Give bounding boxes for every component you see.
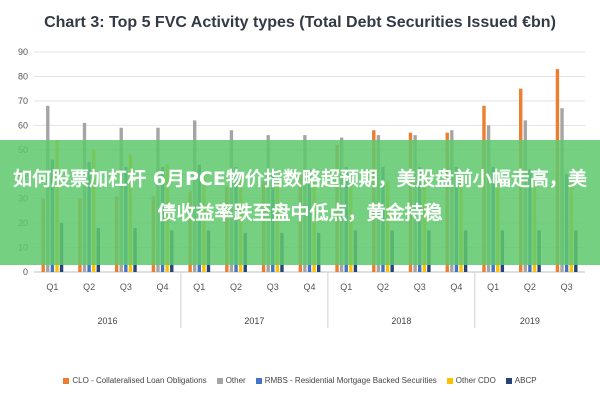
year-label: 2017 xyxy=(244,316,264,326)
x-tick-label: Q4 xyxy=(157,282,169,292)
legend-item: CLO - Collateralised Loan Obligations xyxy=(63,376,207,385)
x-tick-label: Q2 xyxy=(230,282,242,292)
chart-legend: CLO - Collateralised Loan Obligations Oth… xyxy=(0,376,600,385)
legend-swatch xyxy=(63,377,70,384)
legend-swatch xyxy=(216,377,223,384)
y-tick-label: 70 xyxy=(18,96,28,106)
x-tick-label: Q3 xyxy=(414,282,426,292)
x-tick-label: Q1 xyxy=(487,282,499,292)
y-tick-label: 60 xyxy=(18,120,28,130)
x-tick-label: Q2 xyxy=(83,282,95,292)
x-tick-label: Q3 xyxy=(120,282,132,292)
news-banner[interactable]: 如何股票加杠杆 6月PCE物价指数略超预期，美股盘前小幅走高，美债收益率跌至盘中… xyxy=(0,140,600,265)
x-tick-label: Q2 xyxy=(524,282,536,292)
year-label: 2019 xyxy=(520,316,540,326)
legend-label: CLO - Collateralised Loan Obligations xyxy=(72,376,207,385)
x-tick-label: Q1 xyxy=(193,282,205,292)
legend-item: Other xyxy=(216,376,246,385)
legend-label: Other CDO xyxy=(455,376,496,385)
x-tick-label: Q4 xyxy=(450,282,462,292)
legend-label: ABCP xyxy=(514,376,537,385)
legend-swatch xyxy=(446,377,453,384)
legend-swatch xyxy=(255,377,262,384)
y-tick-label: 80 xyxy=(18,71,28,81)
x-tick-label: Q1 xyxy=(46,282,58,292)
legend-item: Other CDO xyxy=(446,376,496,385)
chart-title: Chart 3: Top 5 FVC Activity types (Total… xyxy=(44,14,556,31)
x-tick-label: Q3 xyxy=(561,282,573,292)
legend-item: RMBS - Residential Mortgage Backed Secur… xyxy=(255,376,437,385)
x-tick-label: Q4 xyxy=(303,282,315,292)
legend-item: ABCP xyxy=(505,376,537,385)
y-tick-label: 90 xyxy=(18,47,28,57)
year-label: 2016 xyxy=(97,316,117,326)
news-banner-text[interactable]: 如何股票加杠杆 6月PCE物价指数略超预期，美股盘前小幅走高，美债收益率跌至盘中… xyxy=(13,168,587,224)
x-axis-ticks: Q1 Q2 Q3 Q4 Q1 Q2 Q3 Q4 Q1 Q2 Q3 Q4 Q1 Q2 Q3 xyxy=(46,282,572,292)
legend-label: RMBS - Residential Mortgage Backed Secur… xyxy=(264,376,437,385)
legend-swatch xyxy=(505,377,512,384)
year-label: 2018 xyxy=(391,316,411,326)
year-labels: 2016 2017 2018 2019 xyxy=(97,272,540,328)
x-tick-label: Q3 xyxy=(267,282,279,292)
y-tick-label: 0 xyxy=(23,267,28,277)
x-tick-label: Q2 xyxy=(377,282,389,292)
legend-label: Other xyxy=(225,376,246,385)
x-tick-label: Q1 xyxy=(340,282,352,292)
